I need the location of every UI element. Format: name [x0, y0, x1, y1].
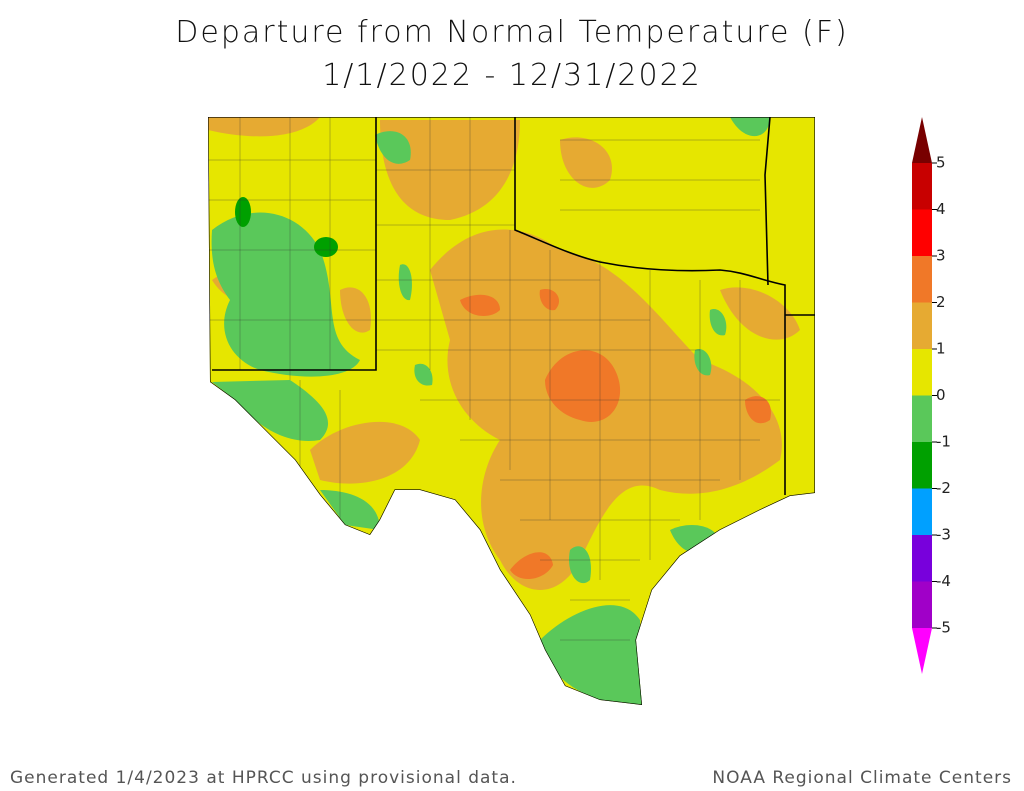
- title-line: 1/1/2022 - 12/31/2022: [322, 58, 702, 93]
- legend-band: [912, 488, 932, 535]
- footer-left: Generated 1/4/2023 at HPRCC using provis…: [10, 768, 517, 788]
- region-outline: [208, 117, 815, 705]
- legend-band: [912, 442, 932, 489]
- legend-tick-label: 3: [936, 247, 946, 265]
- temperature-map: [208, 117, 815, 705]
- footer-right: NOAA Regional Climate Centers: [712, 768, 1012, 788]
- title-line: Departure from Normal Temperature (F): [175, 15, 848, 50]
- legend-band: [912, 581, 932, 628]
- legend-band: [912, 395, 932, 442]
- legend-tick-label: 5: [936, 154, 946, 172]
- legend-band: [912, 256, 932, 303]
- legend-tick-label: -1: [936, 433, 951, 451]
- legend-tick-label: 0: [936, 386, 946, 404]
- legend-band: [912, 349, 932, 396]
- legend-tick-label: -4: [936, 572, 951, 590]
- legend-band: [912, 209, 932, 256]
- legend-band: [912, 302, 932, 349]
- legend-band: [912, 535, 932, 582]
- color-legend: 5 4 3 2 1 0 -1 -2 -3 -4 -5: [912, 117, 951, 674]
- legend-band: [912, 117, 932, 163]
- legend-band: [912, 628, 932, 674]
- legend-tick-label: 2: [936, 293, 946, 311]
- state-borders: [212, 117, 815, 495]
- legend-tick-label: -3: [936, 526, 951, 544]
- legend-band: [912, 163, 932, 210]
- legend-tick-label: -2: [936, 479, 951, 497]
- legend-tick-label: 1: [936, 340, 946, 358]
- cool-zones: [211, 117, 770, 705]
- legend-tick-label: 4: [936, 200, 946, 218]
- county-lines: [208, 117, 780, 641]
- cold-zones: [235, 197, 338, 257]
- legend-tick-label: -5: [936, 619, 951, 637]
